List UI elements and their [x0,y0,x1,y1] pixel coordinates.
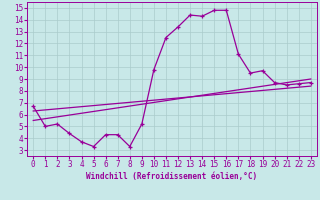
X-axis label: Windchill (Refroidissement éolien,°C): Windchill (Refroidissement éolien,°C) [86,172,258,181]
